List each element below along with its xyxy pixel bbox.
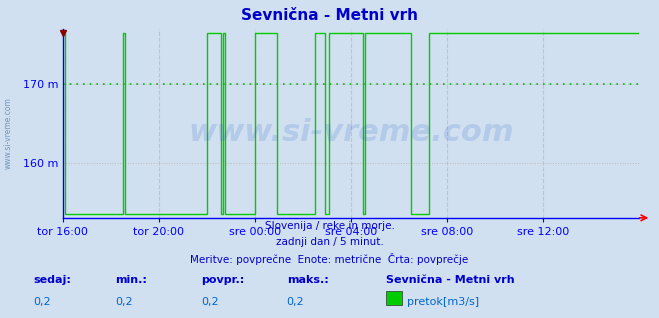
Text: 0,2: 0,2 (33, 297, 51, 307)
Text: www.si-vreme.com: www.si-vreme.com (3, 98, 13, 169)
Text: min.:: min.: (115, 275, 147, 285)
Text: Sevnična - Metni vrh: Sevnična - Metni vrh (241, 8, 418, 23)
Text: zadnji dan / 5 minut.: zadnji dan / 5 minut. (275, 237, 384, 247)
Text: Meritve: povprečne  Enote: metrične  Črta: povprečje: Meritve: povprečne Enote: metrične Črta:… (190, 253, 469, 265)
Text: sedaj:: sedaj: (33, 275, 71, 285)
Text: povpr.:: povpr.: (201, 275, 244, 285)
Text: www.si-vreme.com: www.si-vreme.com (188, 118, 514, 147)
Text: 0,2: 0,2 (287, 297, 304, 307)
Text: pretok[m3/s]: pretok[m3/s] (407, 297, 479, 307)
Text: Slovenija / reke in morje.: Slovenija / reke in morje. (264, 221, 395, 231)
Text: maks.:: maks.: (287, 275, 328, 285)
Text: Sevnična - Metni vrh: Sevnična - Metni vrh (386, 275, 514, 285)
Text: 0,2: 0,2 (115, 297, 133, 307)
Text: 0,2: 0,2 (201, 297, 219, 307)
